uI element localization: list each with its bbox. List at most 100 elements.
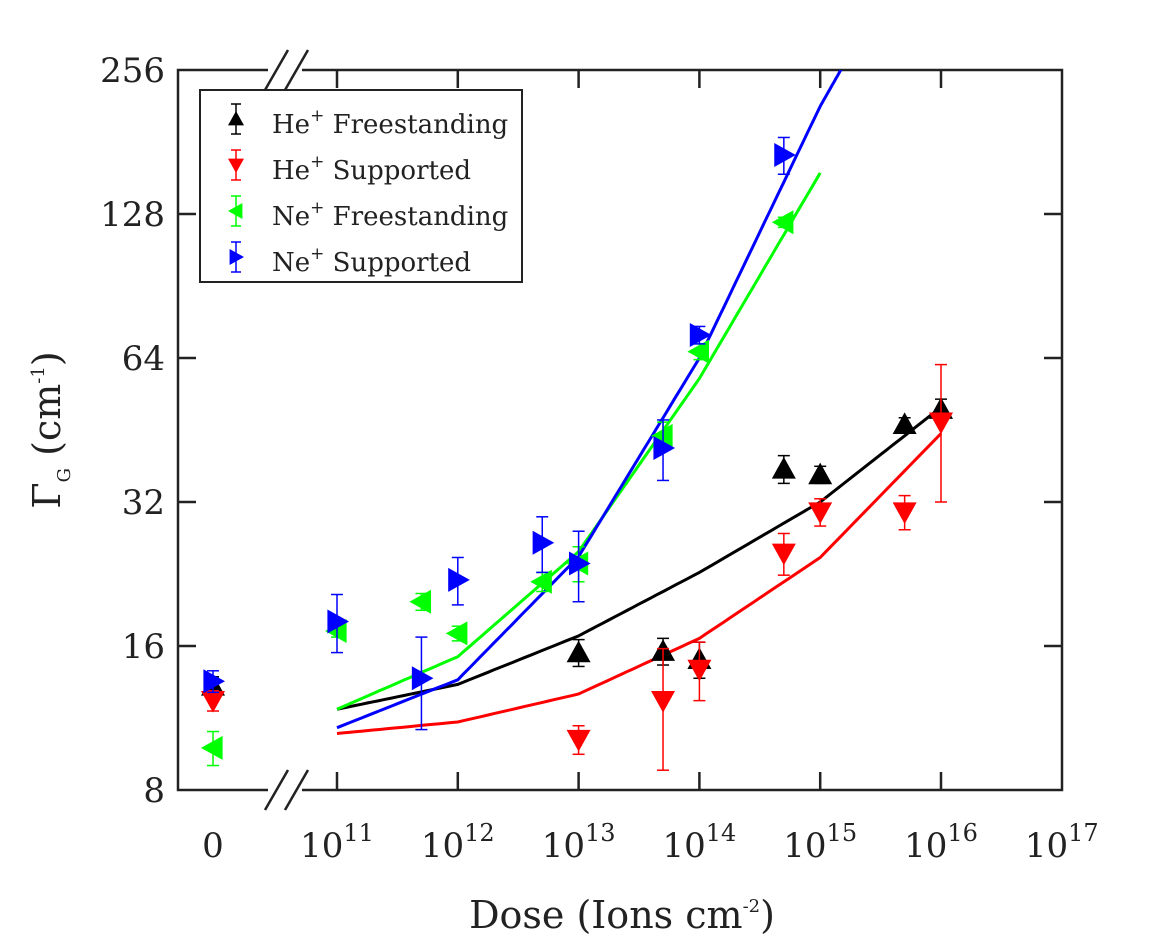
marker-triangle-left: [409, 589, 432, 614]
fit-curve-triangle-right: [336, 70, 843, 730]
x-axis-title-exponent: -2: [743, 896, 761, 917]
data-point: [448, 556, 470, 606]
marker-triangle-right: [774, 143, 796, 168]
data-point: [445, 621, 468, 646]
data-point: [774, 136, 796, 175]
marker-triangle-down: [892, 502, 917, 524]
marker-triangle-left: [651, 423, 673, 448]
marker-triangle-left: [530, 569, 552, 594]
marker-triangle-down: [651, 691, 676, 713]
y-tick-label: 128: [100, 195, 165, 235]
legend-label: He+ Freestanding: [272, 106, 508, 140]
y-axis-title: ΓG (cm-1): [25, 351, 75, 508]
marker-triangle-right: [327, 609, 349, 634]
data-point: [687, 641, 712, 702]
data-point: [771, 454, 796, 485]
x-axis-title-main: Dose (Ions cm: [469, 893, 743, 937]
legend-marker-triangle-down: [228, 158, 244, 173]
marker-triangle-down: [771, 543, 796, 566]
data-point: [689, 322, 712, 347]
data-point: [771, 210, 794, 235]
x-tick-label: 1016: [904, 819, 978, 866]
axis-break-slash-top: [263, 49, 290, 91]
legend-label: Ne+ Supported: [272, 244, 471, 278]
x-tick-label: 1012: [421, 819, 495, 866]
legend-entry: He+ Supported: [228, 149, 471, 186]
y-axis-ticks: [178, 212, 1062, 648]
marker-triangle-down: [808, 502, 833, 524]
y-axis-title-symbol: Γ: [25, 482, 69, 508]
legend-entry: Ne+ Supported: [229, 241, 471, 278]
marker-triangle-right: [689, 322, 712, 347]
x-tick-label: 1017: [1025, 819, 1099, 866]
marker-triangle-down: [566, 729, 591, 752]
marker-triangle-down: [201, 691, 225, 713]
y-tick-label: 64: [122, 339, 165, 379]
data-point: [566, 724, 591, 756]
marker-triangle-down: [929, 412, 953, 435]
data-point: [566, 638, 591, 668]
axis-break-slash-bottom: [263, 769, 290, 811]
data-point: [201, 689, 225, 713]
tick-labels: 8 16 32 64 128 256 0 1011 1012 1013 1014 1015 1016 10…: [100, 51, 1099, 866]
marker-triangle-right: [532, 530, 555, 555]
marker-triangle-left: [771, 210, 794, 235]
x-tick-label: 0: [202, 826, 224, 866]
fit-curve-triangle-down: [336, 432, 943, 735]
x-axis-ticks: [335, 70, 943, 790]
legend-marker-triangle-up: [228, 111, 244, 126]
axis-break-slash-top: [283, 49, 310, 91]
x-tick-label: 1013: [542, 819, 616, 866]
marker-triangle-right: [411, 666, 434, 691]
data-point: [808, 498, 833, 527]
data-point: [327, 593, 349, 654]
fit-curve-triangle-up: [336, 406, 942, 711]
data-point: [409, 589, 432, 614]
marker-triangle-right: [203, 669, 225, 694]
data-point: [532, 516, 555, 574]
marker-triangle-down: [687, 659, 712, 682]
legend-label: He+ Supported: [272, 152, 471, 186]
y-tick-label: 8: [143, 771, 165, 811]
x-tick-label: 1014: [662, 819, 736, 866]
marker-triangle-right: [653, 435, 676, 460]
y-tick-label: 256: [100, 51, 165, 91]
y-axis-title-subscript: G: [54, 468, 75, 482]
marker-triangle-right: [448, 567, 470, 592]
data-point: [653, 419, 676, 482]
data-point: [569, 530, 591, 603]
y-tick-label: 32: [122, 483, 165, 523]
data-point: [411, 636, 434, 731]
data-point: [808, 462, 833, 485]
data-point: [203, 669, 225, 694]
x-axis-title-close: ): [760, 893, 775, 937]
data-point: [201, 730, 223, 767]
marker-triangle-up: [566, 640, 591, 663]
x-axis-title: Dose (Ions cm-2): [469, 893, 775, 937]
data-point: [929, 363, 953, 503]
legend-entry: He+ Freestanding: [228, 103, 508, 140]
legend-marker-triangle-left: [228, 203, 243, 219]
marker-triangle-left: [687, 339, 709, 364]
svg-text:ΓG (cm-1): ΓG (cm-1): [25, 351, 75, 508]
axis-break-slash-bottom: [283, 769, 310, 811]
data-point: [651, 647, 676, 771]
data-point: [771, 532, 796, 576]
svg-text:Dose (Ions cm-2): Dose (Ions cm-2): [469, 893, 775, 937]
marker-triangle-left: [201, 735, 223, 760]
marker-triangle-left: [445, 621, 468, 646]
y-axis-title-unit: (cm: [25, 384, 69, 468]
legend-label: Ne+ Freestanding: [272, 198, 508, 232]
plot-area: [176, 49, 1064, 811]
legend-marker-triangle-right: [229, 249, 244, 265]
y-tick-label: 16: [122, 627, 165, 667]
axis-break-marks: [263, 49, 310, 811]
y-axis-title-exponent: -1: [28, 366, 49, 384]
legend-box: [199, 89, 523, 283]
axes-box: [176, 68, 1064, 792]
legend-entry: Ne+ Freestanding: [228, 195, 508, 232]
legend: He+ Freestanding He+ Supported Ne+ Freesta…: [199, 89, 523, 283]
data-point: [892, 494, 917, 531]
data-point: [892, 412, 917, 434]
